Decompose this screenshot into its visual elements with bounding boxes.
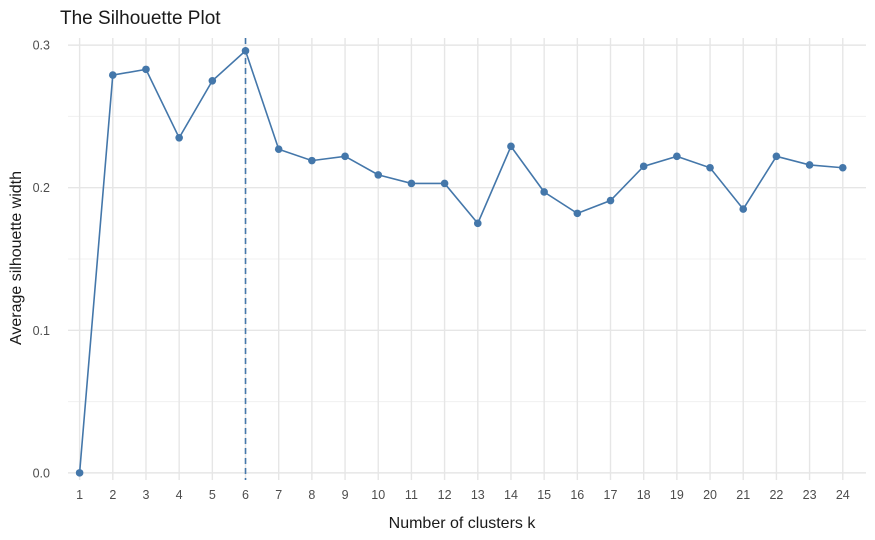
y-tick-label: 0.3: [33, 39, 50, 53]
chart-title: The Silhouette Plot: [60, 8, 221, 29]
data-point: [739, 205, 748, 213]
data-point: [108, 71, 117, 79]
x-tick-label: 21: [736, 488, 750, 502]
y-tick-label: 0.0: [33, 466, 50, 480]
data-point: [440, 179, 449, 188]
data-point: [374, 171, 383, 179]
data-point: [341, 152, 349, 161]
x-tick-label: 13: [471, 488, 485, 502]
data-point: [540, 188, 548, 196]
x-tick-label: 10: [371, 488, 385, 502]
x-tick-label: 8: [308, 488, 315, 502]
x-tick-label: 16: [570, 488, 584, 502]
x-tick-label: 3: [142, 488, 149, 502]
data-point: [274, 145, 283, 154]
y-tick-label: 0.2: [33, 181, 50, 195]
x-tick-label: 4: [176, 488, 183, 502]
data-point: [142, 65, 150, 74]
x-tick-label: 23: [803, 488, 817, 502]
y-tick-labels: 0.0 0.1 0.2 0.3: [33, 39, 50, 481]
x-tick-label: 5: [209, 488, 216, 502]
x-tick-label: 11: [405, 488, 418, 502]
x-tick-label: 22: [769, 488, 783, 502]
x-tick-label: 6: [242, 488, 249, 502]
data-point: [407, 179, 416, 188]
x-tick-label: 24: [836, 488, 850, 502]
data-point: [573, 209, 582, 218]
x-tick-label: 7: [275, 488, 282, 502]
x-tick-label: 9: [342, 488, 349, 502]
data-point: [639, 162, 648, 171]
grid: [68, 38, 866, 480]
data-point: [175, 134, 183, 142]
y-tick-label: 0.1: [33, 324, 50, 338]
x-tick-label: 1: [76, 488, 83, 502]
x-tick-label: 12: [438, 488, 452, 502]
x-tick-labels: 1 2 3 4 5 6 7 8 9 10 11 12 13 14 15 16 17 18 19 20 21 22 23 24: [76, 488, 850, 502]
x-tick-label: 17: [604, 488, 618, 502]
data-point: [473, 219, 482, 228]
series-line: [78, 49, 843, 473]
data-point: [75, 469, 84, 477]
x-tick-label: 20: [703, 488, 717, 502]
y-axis-title: Average silhouette width: [8, 171, 25, 345]
data-point: [241, 47, 250, 55]
data-point: [838, 163, 847, 172]
data-point: [507, 142, 515, 151]
data-point: [308, 156, 316, 165]
x-tick-label: 19: [670, 488, 684, 502]
data-point: [208, 76, 217, 85]
x-tick-label: 18: [637, 488, 651, 502]
data-point: [772, 152, 781, 161]
data-point: [673, 152, 681, 161]
data-point: [805, 161, 814, 169]
x-tick-label: 15: [537, 488, 551, 502]
x-tick-label: 14: [504, 488, 518, 502]
x-tick-label: 2: [109, 488, 116, 502]
data-points: [75, 47, 847, 477]
data-point: [706, 163, 714, 172]
x-axis-title: Number of clusters k: [389, 515, 537, 532]
data-point: [606, 196, 615, 205]
